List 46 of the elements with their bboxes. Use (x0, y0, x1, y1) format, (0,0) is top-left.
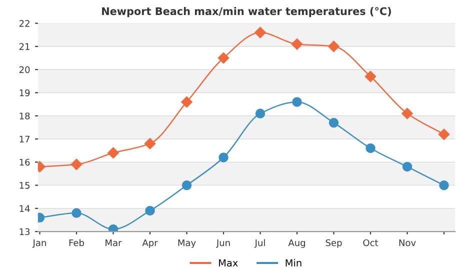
point (291, 38, 303, 50)
x-tick-label: May (178, 239, 196, 248)
point (438, 128, 450, 140)
x-tick-label: Sep (326, 239, 342, 248)
x-tick-label: Jul (254, 239, 265, 248)
point (72, 208, 82, 218)
x-tick-label: Feb (69, 239, 84, 246)
y-tick-label: 15 (20, 182, 30, 189)
point (108, 147, 119, 158)
y-tick-label: 21 (19, 43, 30, 50)
x-tick-label: Nov (399, 239, 416, 246)
point (292, 97, 302, 107)
y-tick-label: 19 (20, 89, 30, 96)
point (439, 180, 449, 190)
y-tick-label: 14 (20, 205, 30, 212)
chart-title: Newport Beach max/min water temperatures (°C) (102, 7, 391, 18)
x-tick-label: Mar (106, 239, 122, 246)
x-tick-label: Aug (288, 239, 306, 248)
point (182, 180, 192, 190)
point (328, 40, 340, 52)
point (366, 143, 376, 154)
legend-label: Max (219, 259, 238, 267)
x-tick-label: Jun (216, 239, 230, 248)
point (144, 138, 156, 150)
point (254, 26, 266, 38)
point (402, 162, 412, 172)
y-tick-label: 20 (19, 66, 30, 74)
x-tick-label: Jan (32, 239, 46, 248)
y-tick-label: 16 (20, 158, 30, 166)
point (70, 158, 82, 170)
y-tick-label: 13 (20, 228, 30, 236)
point (218, 152, 228, 162)
y-tick-label: 22 (19, 20, 30, 27)
y-tick-label: 17 (20, 136, 30, 142)
point (108, 224, 118, 232)
point (402, 108, 413, 120)
point (181, 96, 192, 108)
point (364, 70, 376, 82)
point (328, 118, 339, 128)
y-tick-label: 18 (20, 112, 30, 120)
x-tick-label: Oct (363, 239, 378, 246)
point (255, 108, 266, 118)
x-tick-label: Apr (142, 239, 158, 248)
point (145, 206, 155, 216)
point (218, 52, 230, 64)
legend-label: Min (286, 259, 302, 266)
